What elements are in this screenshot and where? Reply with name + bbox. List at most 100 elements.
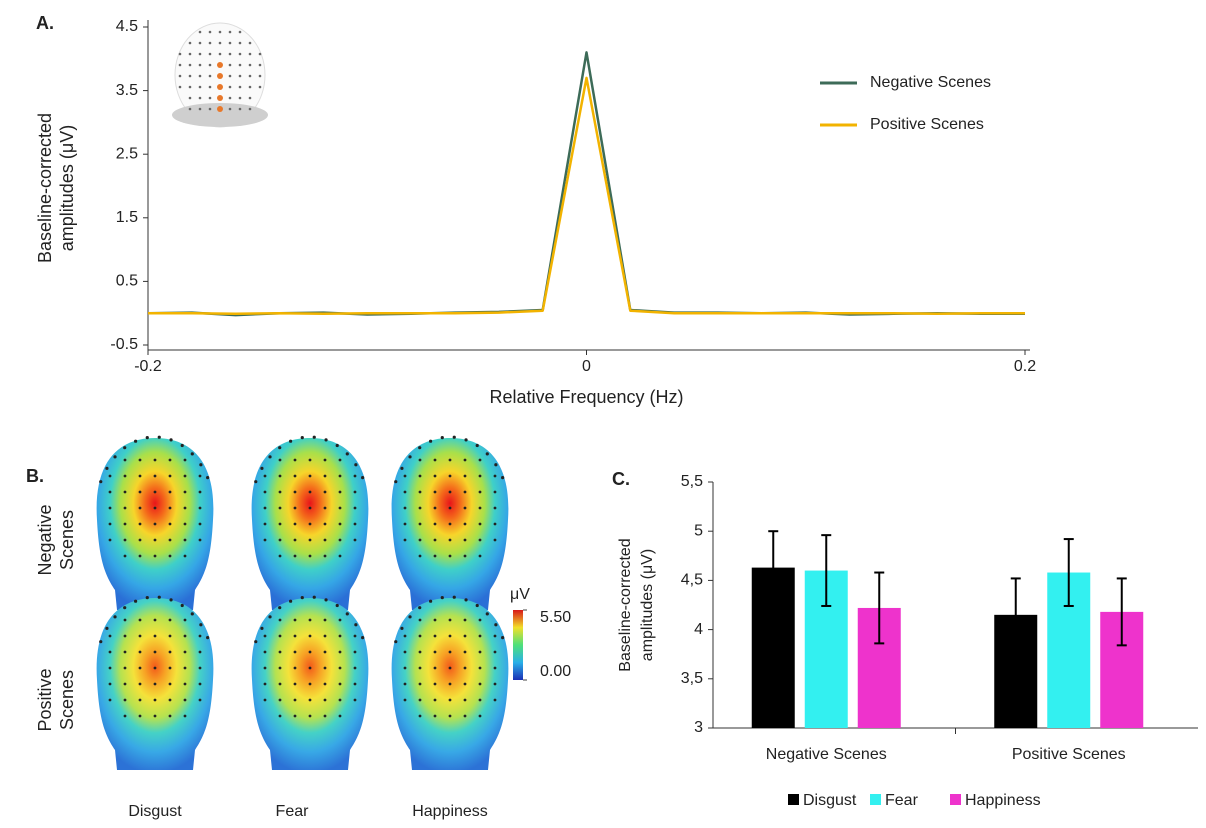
electrode	[254, 640, 258, 644]
electrode	[138, 538, 142, 542]
electrode	[183, 506, 187, 510]
electrode	[338, 698, 342, 702]
colorbar-tick-label: 0.00	[540, 663, 571, 680]
column-label: Fear	[276, 803, 310, 820]
error-bar	[821, 534, 832, 607]
electrode	[494, 623, 498, 627]
electrode	[440, 436, 444, 440]
electrode	[448, 634, 452, 638]
electrode	[228, 30, 232, 34]
electrode	[312, 435, 316, 439]
electrode	[493, 538, 497, 542]
electrode	[463, 506, 467, 510]
electrode	[478, 634, 482, 638]
electrode	[198, 506, 202, 510]
electrode	[323, 682, 327, 686]
electrode	[353, 698, 357, 702]
electrode	[208, 107, 212, 111]
electrode	[138, 522, 142, 526]
electrode	[198, 698, 202, 702]
electrode	[138, 714, 142, 718]
electrode	[463, 634, 467, 638]
electrode	[248, 74, 252, 78]
legend-label: Fear	[885, 792, 919, 809]
electrode	[153, 474, 157, 478]
electrode	[199, 623, 203, 627]
electrode	[153, 634, 157, 638]
electrode	[113, 455, 117, 459]
x-tick-label: 0.2	[1014, 358, 1036, 375]
electrode	[429, 599, 433, 603]
electrode	[178, 74, 182, 78]
electrode	[493, 698, 497, 702]
electrode	[263, 682, 267, 686]
electrode	[501, 476, 505, 480]
electrode	[293, 698, 297, 702]
y-tick-label: 2.5	[116, 145, 138, 162]
electrode	[463, 554, 467, 558]
electrode	[183, 490, 187, 494]
electrode	[308, 554, 312, 558]
electrode	[228, 41, 232, 45]
electrode	[228, 63, 232, 67]
electrode	[403, 474, 407, 478]
electrode	[475, 603, 479, 608]
electrode	[293, 538, 297, 542]
colorbar-tick-label: 5.50	[540, 609, 571, 626]
electrode	[408, 455, 412, 459]
electrode	[188, 107, 192, 111]
electrode	[208, 52, 212, 56]
electrode	[138, 458, 142, 462]
electrode	[308, 634, 312, 638]
electrode	[248, 107, 252, 111]
electrode	[338, 634, 342, 638]
electrode	[293, 634, 297, 638]
electrode	[448, 490, 452, 494]
y-tick-label: 4	[694, 621, 703, 638]
electrode	[254, 480, 258, 484]
electrode	[278, 682, 282, 686]
y-tick-label: 5	[694, 522, 703, 539]
electrode	[188, 41, 192, 45]
electrode	[260, 626, 264, 630]
electrode	[338, 666, 342, 670]
electrode	[323, 458, 327, 462]
electrode	[403, 682, 407, 686]
electrode	[108, 522, 112, 526]
electrode	[478, 666, 482, 670]
electrode	[263, 666, 267, 670]
electrode	[403, 490, 407, 494]
electrode	[208, 30, 212, 34]
electrode	[157, 435, 161, 439]
electrode	[123, 618, 127, 622]
electrode	[168, 714, 172, 718]
electrode	[353, 666, 357, 670]
electrode	[400, 466, 404, 470]
electrode	[293, 522, 297, 526]
electrode	[178, 52, 182, 56]
y-tick-label: 5,5	[681, 473, 703, 490]
electrode	[168, 554, 172, 558]
electrode	[354, 463, 358, 467]
electrode	[354, 623, 358, 627]
electrode	[278, 522, 282, 526]
electrode	[138, 490, 142, 494]
electrode	[493, 490, 497, 494]
electrode	[323, 714, 327, 718]
electrode	[345, 452, 349, 456]
electrode	[218, 30, 222, 34]
electrode	[323, 554, 327, 558]
electrode	[478, 458, 482, 462]
electrode	[238, 85, 242, 89]
electrode	[418, 634, 422, 638]
electrode	[218, 52, 222, 56]
electrode	[464, 598, 468, 602]
y-tick-label: 3.5	[116, 82, 138, 99]
electrode	[448, 666, 452, 670]
electrode	[418, 538, 422, 542]
electrode	[157, 595, 161, 599]
electrode	[463, 618, 467, 622]
electrode	[153, 522, 157, 526]
electrode	[108, 650, 112, 654]
